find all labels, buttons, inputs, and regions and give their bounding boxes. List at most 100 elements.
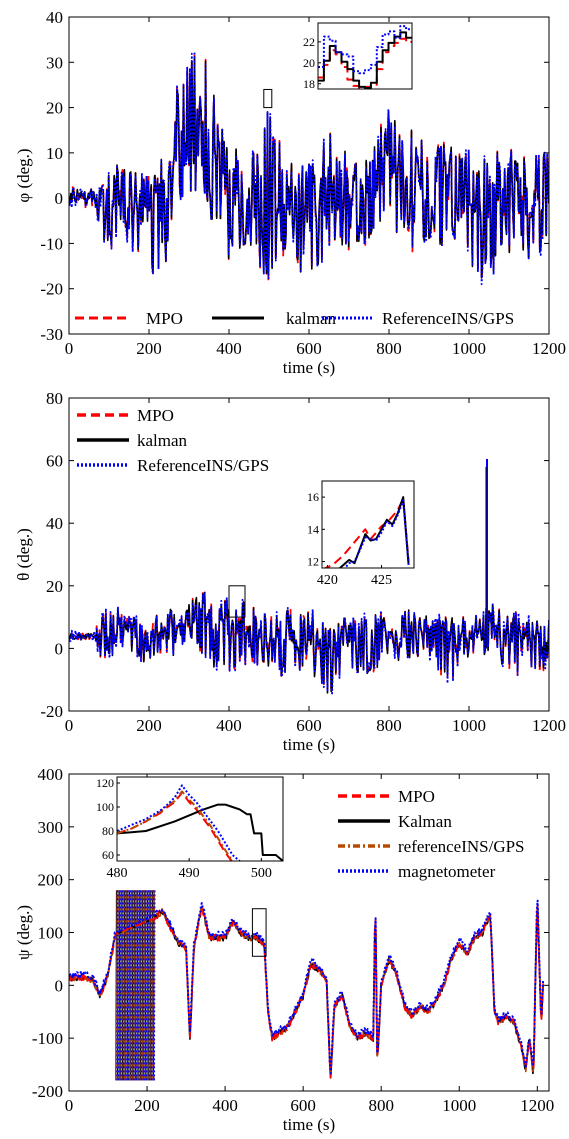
y-tick-label: 200 — [38, 871, 64, 890]
y-tick-label: 20 — [46, 577, 63, 596]
inset-y-tick-label: 12 — [307, 555, 319, 569]
series-line-magnetometer — [69, 899, 545, 1077]
y-axis-label: θ (deg.) — [14, 528, 33, 581]
inset-plot: 12 14 16 420 425 — [307, 480, 415, 588]
legend-label: referenceINS/GPS — [398, 837, 525, 856]
inset-y-tick-label: 18 — [303, 77, 315, 91]
legend: MPO kalman ReferenceINS/GPS — [77, 406, 269, 475]
legend-label: ReferenceINS/GPS — [137, 456, 269, 475]
inset-x-tick-label: 490 — [179, 866, 200, 881]
y-tick-label: -20 — [40, 280, 63, 299]
series-line-referenceins-gps — [69, 50, 549, 286]
x-tick-label: 800 — [376, 339, 402, 358]
y-tick-label: 30 — [46, 53, 63, 72]
legend-label: ReferenceINS/GPS — [382, 309, 514, 328]
wrap-band-0 — [115, 890, 155, 1081]
y-tick-label: 80 — [46, 389, 63, 408]
inset-x-tick-label: 500 — [251, 866, 272, 881]
inset-frame — [321, 480, 415, 569]
inset-y-tick-label: 22 — [303, 35, 315, 49]
y-tick-label: 10 — [46, 144, 63, 163]
inset-plot-area — [323, 496, 410, 568]
x-tick-label: 600 — [290, 1096, 316, 1115]
inset-plot: 60 80 100 120 480 490 500 — [96, 776, 284, 881]
y-tick-label: -200 — [32, 1082, 63, 1101]
inset-y-tick-label: 100 — [96, 800, 114, 814]
legend: MPO Kalman referenceINS/GPS magnetometer — [338, 787, 525, 881]
chart-panel-3: 0 200 400 600 800 1000 1200 -200 -100 0 100 200 300 4… — [14, 765, 554, 1134]
x-tick-label: 400 — [216, 716, 242, 735]
x-tick-label: 0 — [65, 339, 74, 358]
inset-y-tick-label: 120 — [96, 776, 114, 790]
x-tick-label: 400 — [216, 339, 242, 358]
y-tick-label: -10 — [40, 234, 63, 253]
inset-plot: 18 20 22 — [303, 22, 413, 91]
y-axis-label: φ (deg.) — [14, 148, 33, 202]
x-tick-label: 1000 — [442, 1096, 476, 1115]
x-tick-label: 1000 — [452, 716, 486, 735]
zoom-region-box — [228, 585, 246, 618]
x-tick-label: 1000 — [452, 339, 486, 358]
y-tick-label: 20 — [46, 99, 63, 118]
x-tick-label: 0 — [65, 1096, 74, 1115]
legend-label: MPO — [398, 787, 435, 806]
inset-x-tick-label: 425 — [371, 573, 392, 588]
zoom-region-box — [251, 908, 267, 957]
x-tick-label: 0 — [65, 716, 74, 735]
inset-series-referenceins-gps — [117, 790, 234, 861]
y-tick-label: 300 — [38, 818, 64, 837]
legend-label: MPO — [146, 309, 183, 328]
legend-label: magnetometer — [398, 862, 496, 881]
y-axis-label: ψ (deg.) — [14, 905, 33, 960]
y-tick-label: 40 — [46, 514, 63, 533]
inset-series-referenceins-gps — [343, 499, 410, 568]
legend-label: Kalman — [398, 812, 452, 831]
series-line-referenceins-gps — [69, 591, 549, 695]
x-axis-label: time (s) — [283, 1115, 335, 1134]
chart-panel-1: 0 200 400 600 800 1000 1200 -30 -20 -10 0 10 20 30 40 t… — [14, 8, 566, 377]
x-tick-label: 200 — [136, 716, 162, 735]
inset-border — [317, 22, 413, 90]
x-tick-label: 200 — [134, 1096, 160, 1115]
legend-label: MPO — [137, 406, 174, 425]
y-tick-label: 400 — [38, 765, 64, 784]
inset-border — [321, 480, 415, 569]
x-tick-label: 800 — [376, 716, 402, 735]
inset-frame — [116, 776, 284, 862]
plot-area — [69, 890, 545, 1081]
inset-y-tick-label: 60 — [102, 848, 114, 862]
inset-y-tick-label: 16 — [307, 490, 319, 504]
legend: MPO kalman ReferenceINS/GPS — [75, 309, 514, 328]
legend-label: kalman — [286, 309, 337, 328]
inset-x-tick-label: 420 — [317, 573, 338, 588]
y-tick-label: -30 — [40, 325, 63, 344]
inset-series-kalman — [318, 31, 412, 89]
inset-series-magnetometer — [117, 784, 241, 861]
y-tick-label: -100 — [32, 1029, 63, 1048]
inset-plot-area — [318, 25, 412, 89]
plot-area — [69, 50, 549, 286]
inset-plot-area — [117, 784, 283, 861]
legend-label: kalman — [137, 431, 188, 450]
inset-border — [116, 776, 284, 862]
inset-frame — [317, 22, 413, 90]
x-tick-label: 1200 — [532, 716, 566, 735]
x-tick-label: 600 — [296, 716, 322, 735]
x-tick-label: 800 — [368, 1096, 394, 1115]
y-tick-label: 0 — [55, 976, 64, 995]
x-tick-label: 1200 — [532, 339, 566, 358]
inset-y-tick-label: 14 — [307, 522, 319, 536]
x-axis-label: time (s) — [283, 735, 335, 754]
y-tick-label: 100 — [38, 924, 64, 943]
x-axis-label: time (s) — [283, 358, 335, 377]
plot-area — [69, 459, 549, 695]
x-tick-label: 200 — [136, 339, 162, 358]
x-tick-label: 1200 — [520, 1096, 554, 1115]
inset-x-tick-label: 480 — [107, 866, 128, 881]
x-tick-label: 400 — [212, 1096, 238, 1115]
inset-y-tick-label: 20 — [303, 56, 315, 70]
y-tick-label: -20 — [40, 702, 63, 721]
inset-series-kalman — [117, 803, 283, 861]
